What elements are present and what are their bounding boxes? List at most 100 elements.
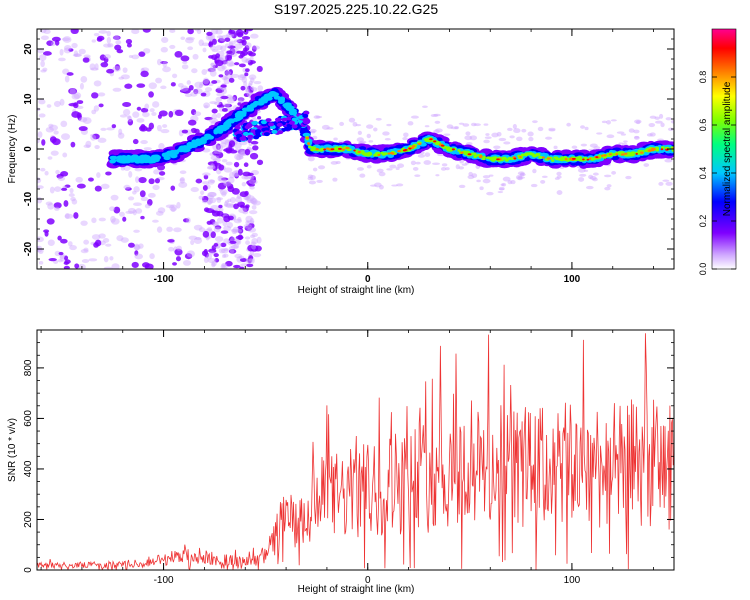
ridge-cell	[655, 148, 660, 152]
ridge-cell	[397, 149, 401, 153]
noise-cell	[223, 225, 232, 232]
noise-cell	[38, 248, 44, 254]
noise-cell	[203, 249, 208, 254]
noise-cell	[181, 64, 189, 70]
noise-cell	[528, 136, 534, 142]
noise-cell	[339, 121, 345, 127]
noise-cell	[241, 181, 247, 187]
noise-cell	[216, 112, 222, 119]
noise-cell	[219, 55, 227, 62]
noise-cell	[224, 70, 230, 76]
spectrogram-x-tick-label: 0	[365, 274, 371, 285]
noise-cell	[59, 254, 66, 262]
noise-cell	[123, 184, 131, 190]
noise-cell	[158, 171, 166, 176]
ridge-cell	[572, 157, 576, 160]
noise-cell	[68, 48, 74, 52]
noise-cell	[143, 48, 151, 54]
noise-cell	[201, 69, 208, 76]
noise-cell	[596, 132, 603, 135]
ridge-cell	[234, 125, 241, 130]
noise-cell	[57, 176, 66, 181]
noise-cell	[127, 207, 136, 214]
noise-cell	[356, 137, 365, 143]
noise-cell	[633, 135, 640, 140]
noise-cell	[376, 168, 384, 173]
ridge-cell	[417, 142, 422, 146]
noise-cell	[483, 139, 490, 144]
ridge-cell	[255, 129, 262, 134]
noise-cell	[59, 48, 64, 56]
noise-cell	[182, 259, 191, 266]
ridge-cell	[181, 147, 189, 153]
noise-cell	[73, 53, 82, 57]
noise-cell	[54, 250, 61, 257]
noise-cell	[225, 200, 230, 204]
noise-cell	[202, 79, 211, 86]
noise-cell	[222, 88, 227, 94]
noise-cell	[222, 61, 229, 65]
noise-cell	[193, 111, 202, 117]
noise-cell	[158, 110, 168, 117]
noise-cell	[659, 113, 664, 119]
noise-cell	[218, 164, 225, 171]
colorbar-frame	[711, 28, 737, 270]
noise-cell	[210, 62, 215, 66]
noise-cell	[625, 175, 632, 180]
noise-cell	[202, 47, 207, 53]
ridge-cell	[288, 120, 295, 125]
noise-cell	[245, 220, 250, 225]
noise-cell	[249, 197, 257, 204]
noise-cell	[484, 136, 492, 140]
ridge-cell	[260, 120, 267, 125]
noise-cell	[186, 250, 195, 258]
noise-cell	[187, 46, 194, 51]
noise-cell	[198, 83, 203, 89]
noise-cell	[238, 255, 245, 260]
noise-cell	[234, 172, 240, 179]
noise-cell	[179, 170, 187, 175]
ridge-cell	[187, 144, 193, 149]
ridge-cell	[448, 147, 453, 151]
noise-cell	[633, 129, 640, 134]
noise-cell	[238, 207, 247, 214]
noise-cell	[167, 239, 175, 243]
noise-cell	[97, 92, 106, 97]
noise-cell	[37, 48, 44, 54]
noise-cell	[37, 138, 40, 144]
ridge-cell	[247, 107, 255, 112]
noise-cell	[233, 218, 243, 224]
noise-cell	[62, 36, 72, 43]
ridge-cell	[608, 153, 613, 156]
noise-cell	[578, 177, 585, 182]
noise-cell	[61, 187, 68, 191]
noise-cell	[76, 100, 84, 105]
ridge-cell	[236, 133, 243, 138]
noise-cell	[153, 169, 161, 175]
noise-cell	[198, 195, 204, 200]
noise-cell	[206, 166, 215, 170]
noise-cell	[140, 215, 145, 220]
noise-cell	[133, 202, 142, 207]
noise-cell	[414, 174, 421, 178]
noise-cell	[237, 228, 244, 234]
noise-cell	[216, 35, 224, 39]
ridge-cell	[588, 157, 592, 160]
noise-cell	[556, 171, 562, 176]
noise-cell	[138, 177, 147, 184]
noise-cell	[202, 230, 210, 238]
ridge-cell	[373, 153, 378, 157]
noise-cell	[195, 237, 202, 241]
ridge-cell	[433, 140, 437, 143]
noise-cell	[217, 65, 226, 72]
noise-cell	[215, 29, 223, 35]
ridge-cell	[302, 132, 311, 137]
noise-cell	[134, 167, 143, 172]
noise-cell	[227, 176, 235, 184]
noise-cell	[83, 54, 91, 58]
noise-cell	[135, 176, 140, 183]
ridge-cell	[196, 140, 205, 145]
ridge-cell	[170, 153, 178, 159]
noise-cell	[249, 86, 255, 91]
spectrogram-marks	[37, 29, 674, 269]
